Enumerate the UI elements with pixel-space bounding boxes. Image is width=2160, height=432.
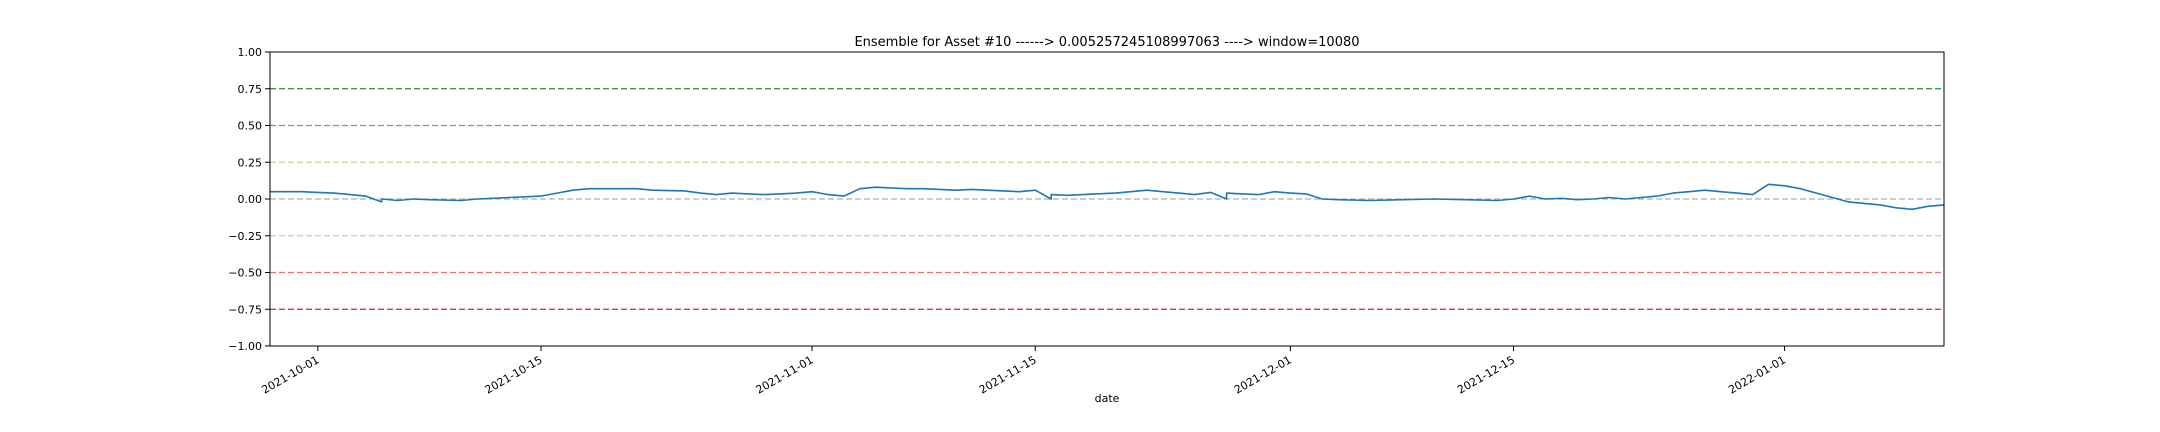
y-tick-label-5: −0.25 (228, 230, 262, 243)
x-tick-label-3: 2021-11-15 (977, 353, 1039, 396)
y-tick-label-7: −0.75 (228, 303, 262, 316)
y-tick-label-3: 0.25 (238, 156, 263, 169)
y-tick-label-4: 0.00 (238, 193, 263, 206)
x-tick-label-4: 2021-12-01 (1232, 353, 1294, 396)
x-tick-label-5: 2021-12-15 (1455, 353, 1517, 396)
x-tick-label-1: 2021-10-15 (483, 353, 545, 396)
y-tick-label-2: 0.50 (238, 120, 263, 133)
y-tick-label-6: −0.50 (228, 267, 262, 280)
y-tick-label-1: 0.75 (238, 83, 263, 96)
series-line-0 (270, 183, 1945, 211)
y-tick-label-0: 1.00 (238, 46, 263, 59)
x-tick-label-6: 2022-01-01 (1726, 353, 1788, 396)
reference-lines (270, 88, 1944, 310)
chart-title: Ensemble for Asset #10 ------> 0.0052572… (854, 35, 1359, 50)
series-layer (270, 183, 1945, 211)
y-axis: 1.00 0.75 0.50 0.25 0.00 −0.25 −0.50 −0.75 −1.00 (228, 46, 270, 353)
x-axis-label: date (1095, 392, 1120, 405)
y-tick-label-8: −1.00 (228, 340, 262, 353)
x-axis: 2021-10-01 2021-10-15 2021-11-01 2021-11-15… (259, 346, 1788, 397)
x-tick-label-2: 2021-11-01 (754, 353, 816, 396)
x-tick-label-0: 2021-10-01 (259, 353, 321, 396)
